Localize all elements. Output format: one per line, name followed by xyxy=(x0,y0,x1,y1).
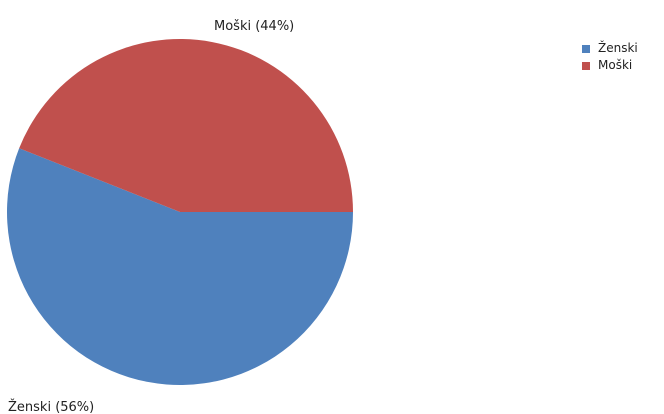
legend-label-zenski: Ženski xyxy=(598,41,638,55)
legend-swatch-moski xyxy=(582,61,590,70)
legend-item-moski: Moški xyxy=(582,57,638,74)
data-label-moski: Moški (44%) xyxy=(214,19,294,34)
pie-slice-zenski xyxy=(6,148,353,385)
chart-legend: Ženski Moški xyxy=(582,40,638,74)
data-label-zenski: Ženski (56%) xyxy=(8,399,94,414)
legend-label-moski: Moški xyxy=(598,58,633,72)
legend-item-zenski: Ženski xyxy=(582,40,638,57)
pie-slice-moski xyxy=(19,38,354,212)
legend-swatch-zenski xyxy=(582,44,590,53)
